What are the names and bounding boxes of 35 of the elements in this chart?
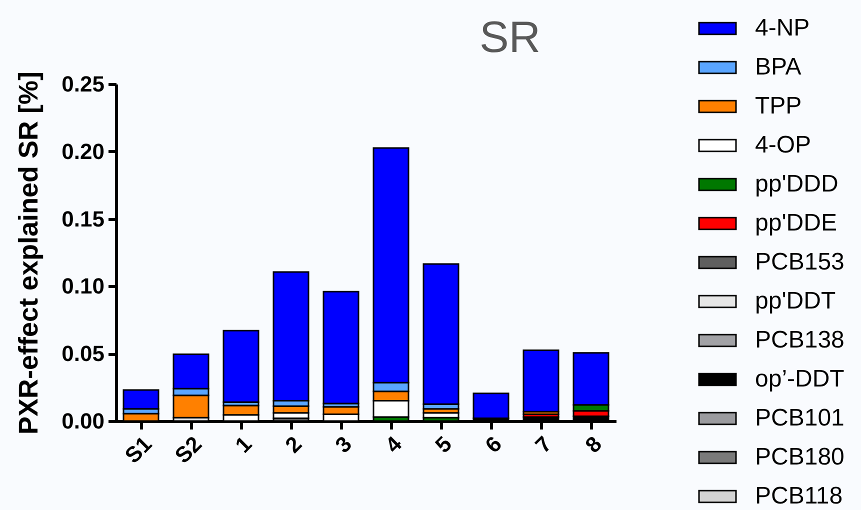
legend-label: TPP	[755, 92, 802, 120]
x-tick-label: 1	[230, 431, 257, 458]
legend-label: PCB138	[755, 326, 844, 354]
y-tick-label: 0.00	[62, 408, 104, 434]
y-axis-title: PXR-effect explained SR [%]	[14, 71, 44, 435]
x-tick-label: 4	[380, 430, 408, 458]
legend-label: pp'DDT	[755, 288, 836, 314]
bar	[522, 349, 560, 412]
x-tick-label: S2	[170, 431, 207, 468]
legend-label: 4-NP	[755, 14, 810, 42]
y-tick-label: 0.15	[62, 206, 104, 232]
chart-title: SR	[479, 13, 541, 62]
legend-label: PCB118	[755, 482, 843, 510]
y-tick-label: 0.10	[62, 274, 104, 299]
y-tick-label: 0.05	[62, 341, 104, 366]
x-tick-label: 5	[430, 431, 457, 458]
x-tick-label: 2	[280, 431, 307, 458]
legend-label: PCB180	[755, 444, 844, 470]
legend-label: pp'DDE	[755, 210, 837, 236]
y-tick-label: 0.20	[62, 138, 104, 164]
legend-label: BPA	[755, 54, 802, 80]
bar	[222, 330, 260, 403]
legend-label: 4-OP	[755, 132, 812, 158]
x-tick-label: S1	[120, 431, 157, 468]
legend-label: op’-DDT	[755, 366, 845, 392]
legend-label: PCB101	[755, 404, 844, 432]
x-tick-label: 6	[480, 431, 507, 458]
bar	[322, 290, 360, 404]
x-tick-label: 7	[530, 431, 557, 458]
y-tick-label: 0.25	[62, 72, 104, 96]
x-tick-label: 8	[580, 431, 607, 458]
bar	[472, 392, 510, 420]
legend-label: PCB153	[755, 248, 844, 276]
legend-label: pp'DDD	[755, 170, 838, 198]
x-tick-label: 3	[330, 431, 357, 458]
